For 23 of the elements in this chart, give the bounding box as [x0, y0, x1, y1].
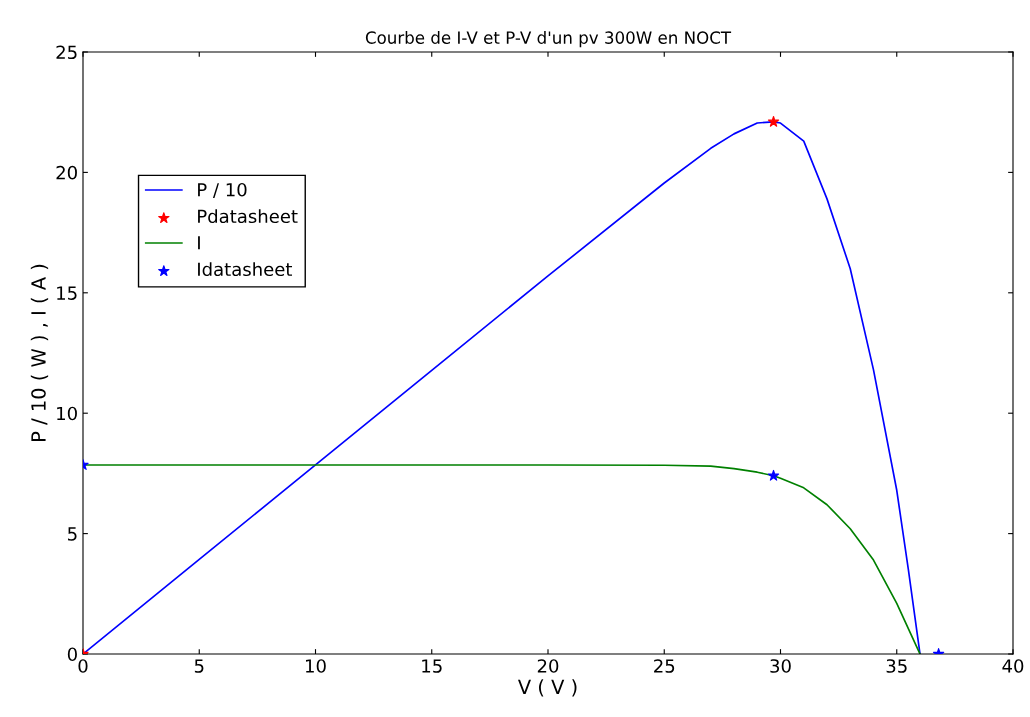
y-tick-label: 5 — [68, 527, 77, 541]
legend-label: P / 10 — [198, 182, 247, 199]
x-tick-label: 40 — [1002, 659, 1024, 673]
y-tick-label: 20 — [56, 165, 77, 180]
x-tick-label: 15 — [422, 659, 442, 673]
point — [767, 469, 780, 481]
y-tick-label: 10 — [57, 406, 77, 421]
x-tick-label: 10 — [306, 659, 326, 673]
y-axis-title: P / 10 ( W ) , I ( A ) — [30, 264, 49, 441]
y-tick-label: 0 — [67, 647, 77, 662]
x-tick-label: 20 — [537, 659, 559, 673]
y-tick-label: 15 — [57, 286, 77, 300]
chart-title: Courbe de I-V et P-V d'un pv 300W en NOCT — [365, 31, 732, 48]
legend-label: Pdatasheet — [198, 209, 298, 224]
x-tick-label: 5 — [194, 659, 204, 673]
x-axis-title: V ( V ) — [517, 679, 577, 697]
legend-label: Idatasheet — [198, 262, 293, 277]
x-tick-label: 35 — [886, 659, 907, 673]
legend-label: I — [198, 236, 200, 250]
y-tick-label: 25 — [56, 45, 77, 60]
x-tick-label: 0 — [78, 659, 88, 673]
x-tick-label: 25 — [654, 659, 675, 673]
x-tick-label: 30 — [770, 659, 791, 673]
